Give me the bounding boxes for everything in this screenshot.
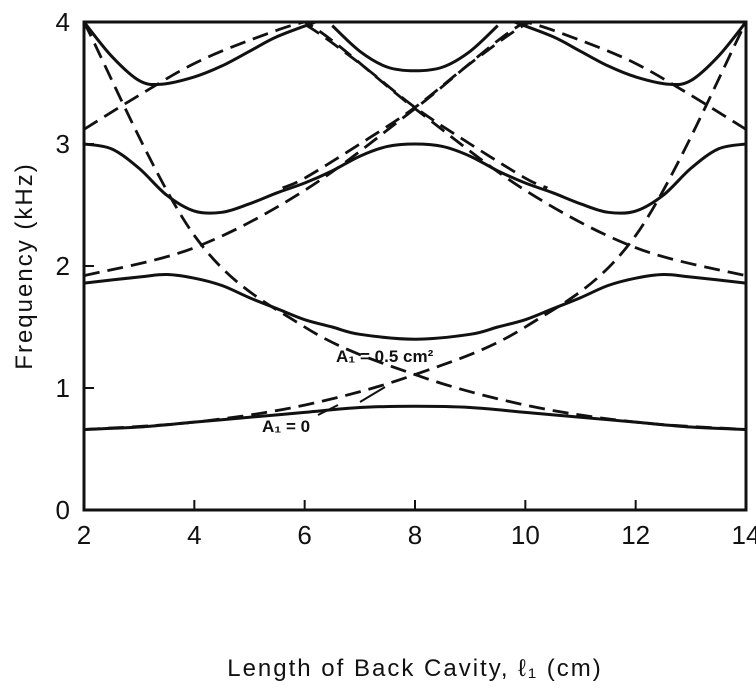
dashed-curve-13 (282, 22, 548, 190)
y-tick-label: 2 (56, 251, 70, 281)
x-tick-label: 12 (621, 520, 650, 550)
annotation-dashed: A₁ = 0 (262, 417, 310, 436)
y-axis-label: Frequency (kHz) (11, 162, 38, 369)
solid-curve-5 (513, 22, 746, 87)
y-tick-label: 3 (56, 129, 70, 159)
solid-curve-4 (331, 24, 499, 73)
dashed-curve-7 (84, 22, 746, 431)
y-tick-label: 1 (56, 373, 70, 403)
annotation-leader-dashed (317, 404, 339, 416)
y-tick-label: 4 (56, 7, 70, 37)
x-tick-label: 4 (187, 520, 201, 550)
dashed-curve-9 (84, 22, 746, 278)
dashed-curve-11 (492, 22, 746, 131)
solid-curve-3 (84, 22, 317, 87)
x-tick-label: 2 (77, 520, 91, 550)
solid-curve-2 (84, 142, 746, 215)
x-tick-label: 6 (297, 520, 311, 550)
x-tick-label: 14 (732, 520, 756, 550)
dashed-curve-12 (282, 22, 548, 190)
annotation-solid: A₁ = 0.5 cm² (336, 347, 434, 366)
y-tick-label: 0 (56, 495, 70, 525)
dashed-curve-6 (84, 22, 746, 431)
x-tick-label: 8 (408, 520, 422, 550)
dashed-curve-8 (84, 22, 746, 278)
x-axis-label: Length of Back Cavity, ℓ₁ (cm) (227, 655, 603, 682)
axis-ticks (83, 21, 747, 511)
solid-curve-1 (84, 273, 746, 341)
plot-frame (82, 20, 748, 512)
dashed-curve-10 (84, 22, 338, 131)
x-tick-label: 10 (511, 520, 540, 550)
annotations: A₁ = 0.5 cm² A₁ = 0 (262, 347, 434, 436)
series-layer (84, 22, 746, 431)
solid-curve-0 (84, 404, 746, 431)
annotation-leader-solid (359, 386, 386, 403)
